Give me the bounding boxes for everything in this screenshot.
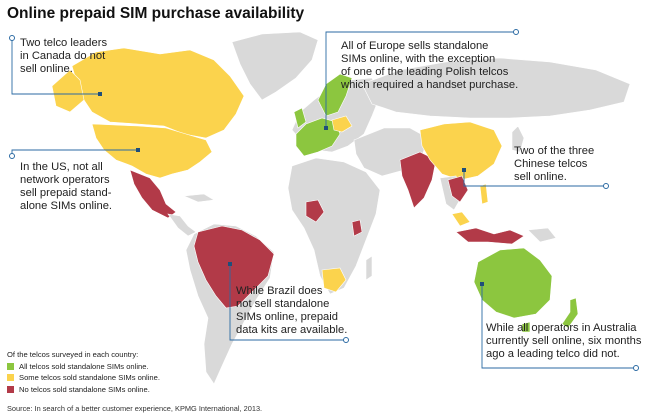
malaysia-shape — [451, 211, 471, 227]
leader-endpoint-australia — [633, 365, 639, 371]
legend-swatch-none — [7, 385, 14, 393]
legend-item-some: Some telcos sold standalone SIMs online. — [7, 372, 160, 384]
india-shape — [399, 151, 437, 209]
leader-marker-china — [462, 168, 466, 172]
callout-brazil: While Brazil does not sell standalone SI… — [236, 285, 347, 337]
japan-shape — [511, 125, 525, 153]
callout-brazil-line-3: SIMs online, prepaid — [236, 311, 338, 323]
philippines-shape — [479, 183, 489, 205]
madagascar-shape — [365, 255, 373, 281]
callout-europe-line-3: of one of the leading Polish telcos — [341, 66, 509, 78]
callout-canada-line-1: Two telco leaders — [20, 37, 108, 49]
leader-marker-brazil — [228, 262, 232, 266]
callout-australia-line-3: ago a leading telco did not. — [486, 348, 620, 360]
legend-item-all: All telcos sold standalone SIMs online. — [7, 361, 160, 373]
callout-europe-line-1: All of Europe sells standalone — [341, 40, 489, 52]
usa-shape — [91, 123, 213, 179]
legend-heading: Of the telcos surveyed in each country: — [7, 350, 139, 359]
leader-marker-europe — [324, 126, 328, 130]
mexico-shape — [129, 169, 177, 219]
callout-brazil-line-4: data kits are available. — [236, 324, 348, 336]
legend-label-some: Some telcos sold standalone SIMs online. — [19, 373, 160, 382]
canada-shape — [71, 47, 245, 139]
callout-us: In the US, not all network operators sel… — [20, 161, 112, 213]
russia-shape — [361, 57, 631, 119]
source-note: Source: In search of a better customer e… — [7, 404, 263, 413]
indonesia-shape — [455, 227, 525, 245]
callout-china: Two of the three Chinese telcos sell onl… — [514, 145, 594, 184]
central-america-shape — [167, 213, 197, 237]
poland-shape — [331, 115, 353, 133]
china-shape — [419, 121, 503, 181]
legend: Of the telcos surveyed in each country: … — [7, 349, 160, 395]
leader-endpoint-china — [603, 183, 609, 189]
callout-europe: All of Europe sells standalone SIMs onli… — [341, 40, 518, 92]
legend-label-none: No telcos sold standalone SIMs online. — [19, 384, 150, 394]
alaska-shape — [51, 69, 85, 113]
thailand-vietnam-shape — [447, 175, 469, 203]
leader-line-brazil — [229, 264, 346, 341]
callout-brazil-line-2: not sell standalone — [236, 298, 330, 310]
tasmania-shape — [521, 321, 531, 333]
legend-item-none: No telcos sold standalone SIMs online. — [7, 384, 160, 396]
callout-us-line-4: alone SIMs online. — [20, 200, 113, 212]
callout-brazil-line-1: While Brazil does — [236, 285, 323, 297]
callout-us-line-1: In the US, not all — [20, 161, 103, 173]
callout-australia-line-1: While all operators in Australia — [486, 322, 637, 334]
south-africa-shape — [321, 267, 347, 293]
nigeria-shape — [305, 199, 325, 223]
brazil-shape — [193, 225, 275, 309]
map-title: Online prepaid SIM purchase availability — [7, 5, 305, 22]
leader-endpoint-brazil — [343, 337, 349, 343]
kenya-shape — [351, 219, 363, 237]
scandinavia-shape — [317, 73, 353, 117]
leader-marker-canada — [98, 92, 102, 96]
leader-marker-australia — [480, 282, 484, 286]
leader-points — [9, 29, 639, 371]
leader-line-europe — [325, 31, 516, 128]
new-zealand-shape — [561, 297, 579, 329]
callout-china-line-1: Two of the three — [514, 145, 595, 157]
callout-canada-line-2: in Canada do not — [20, 50, 106, 62]
legend-swatch-some — [7, 374, 14, 382]
callout-china-line-3: sell online. — [514, 171, 567, 183]
greenland-shape — [231, 31, 319, 101]
leader-endpoint-europe — [513, 29, 519, 35]
caribbean-shape — [183, 193, 215, 203]
western-europe-shape — [295, 117, 341, 157]
callout-us-line-2: network operators — [20, 174, 110, 186]
callout-europe-line-2: SIMs online, with the exception — [341, 53, 496, 65]
papua-shape — [527, 227, 557, 243]
callout-australia: While all operators in Australia current… — [486, 322, 641, 361]
australia-shape — [473, 247, 553, 319]
leader-endpoint-us — [9, 153, 15, 159]
callout-us-line-3: sell prepaid stand- — [20, 187, 112, 199]
leader-line-australia — [481, 284, 636, 369]
legend-label-all: All telcos sold standalone SIMs online. — [19, 361, 149, 371]
callout-australia-line-2: currently sell online, six months — [486, 335, 642, 347]
callout-canada: Two telco leaders in Canada do not sell … — [20, 37, 107, 76]
leader-marker-us — [136, 148, 140, 152]
leader-line-china — [463, 170, 606, 187]
callout-europe-line-4: which required a handset purchase. — [341, 79, 519, 91]
africa-shape — [287, 157, 381, 295]
callout-canada-line-3: sell online. — [20, 63, 73, 75]
leader-line-canada — [11, 38, 100, 95]
callout-china-line-2: Chinese telcos — [514, 158, 588, 170]
leader-endpoint-canada — [9, 35, 15, 41]
uk-shape — [293, 107, 307, 129]
legend-swatch-all — [7, 362, 14, 370]
